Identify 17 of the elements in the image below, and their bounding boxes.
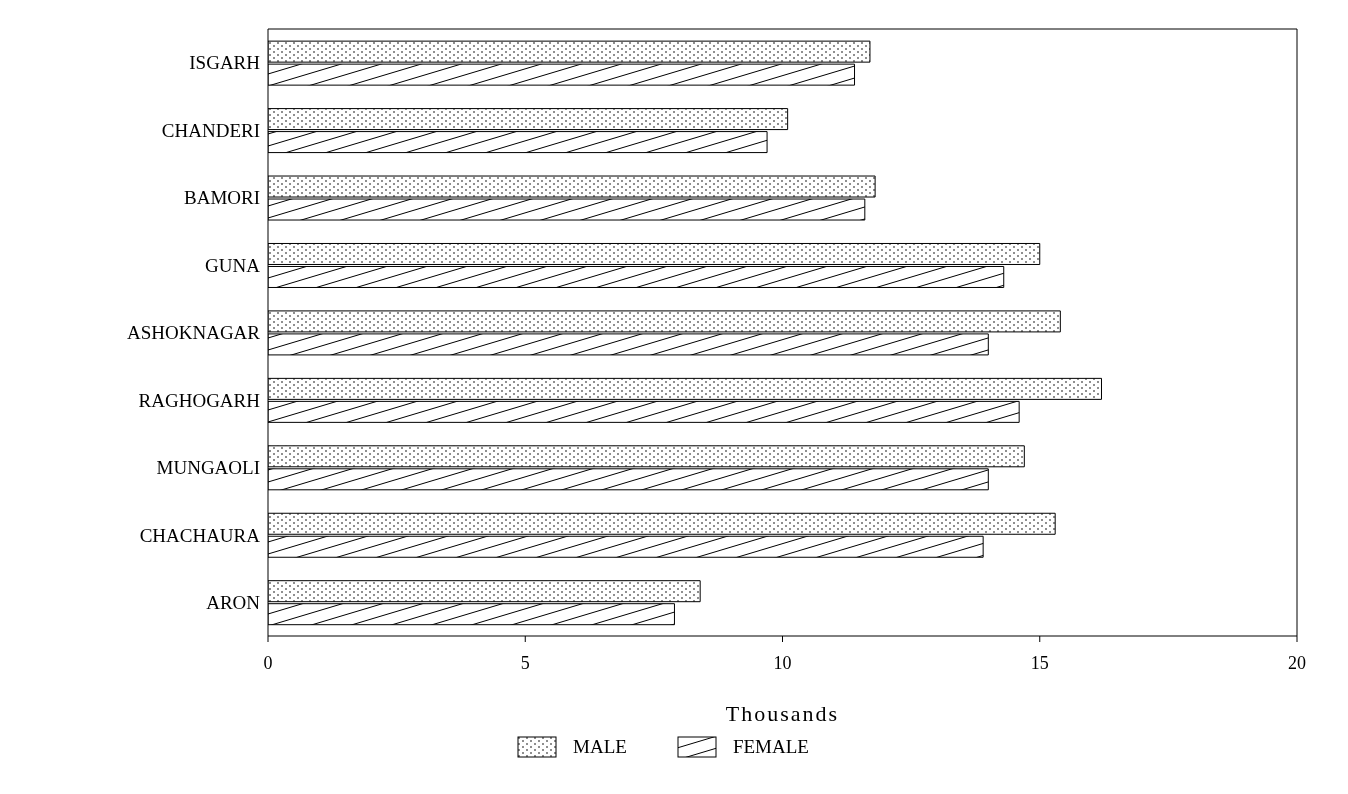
y-tick-label: GUNA bbox=[205, 254, 261, 276]
y-tick-label: MUNGAOLI bbox=[156, 457, 260, 479]
y-tick-label: ARON bbox=[206, 592, 261, 614]
y-tick-label: ISGARH bbox=[189, 52, 261, 74]
x-tick-label: 20 bbox=[1288, 652, 1306, 673]
y-tick-label: ASHOKNAGAR bbox=[126, 322, 261, 344]
x-axis-title: Thousands bbox=[725, 701, 840, 726]
y-tick-label: CHANDERI bbox=[161, 119, 260, 141]
x-tick-label: 0 bbox=[263, 652, 273, 673]
y-tick-label: CHACHAURA bbox=[139, 524, 261, 546]
x-tick-label: 15 bbox=[1030, 652, 1049, 673]
y-tick-label: BAMORI bbox=[183, 187, 260, 209]
x-tick-label: 10 bbox=[773, 652, 792, 673]
legend-label: MALE bbox=[573, 736, 627, 758]
y-tick-label: RAGHOGARH bbox=[138, 389, 261, 411]
x-tick-label: 5 bbox=[520, 652, 530, 673]
legend-label: FEMALE bbox=[732, 736, 809, 758]
